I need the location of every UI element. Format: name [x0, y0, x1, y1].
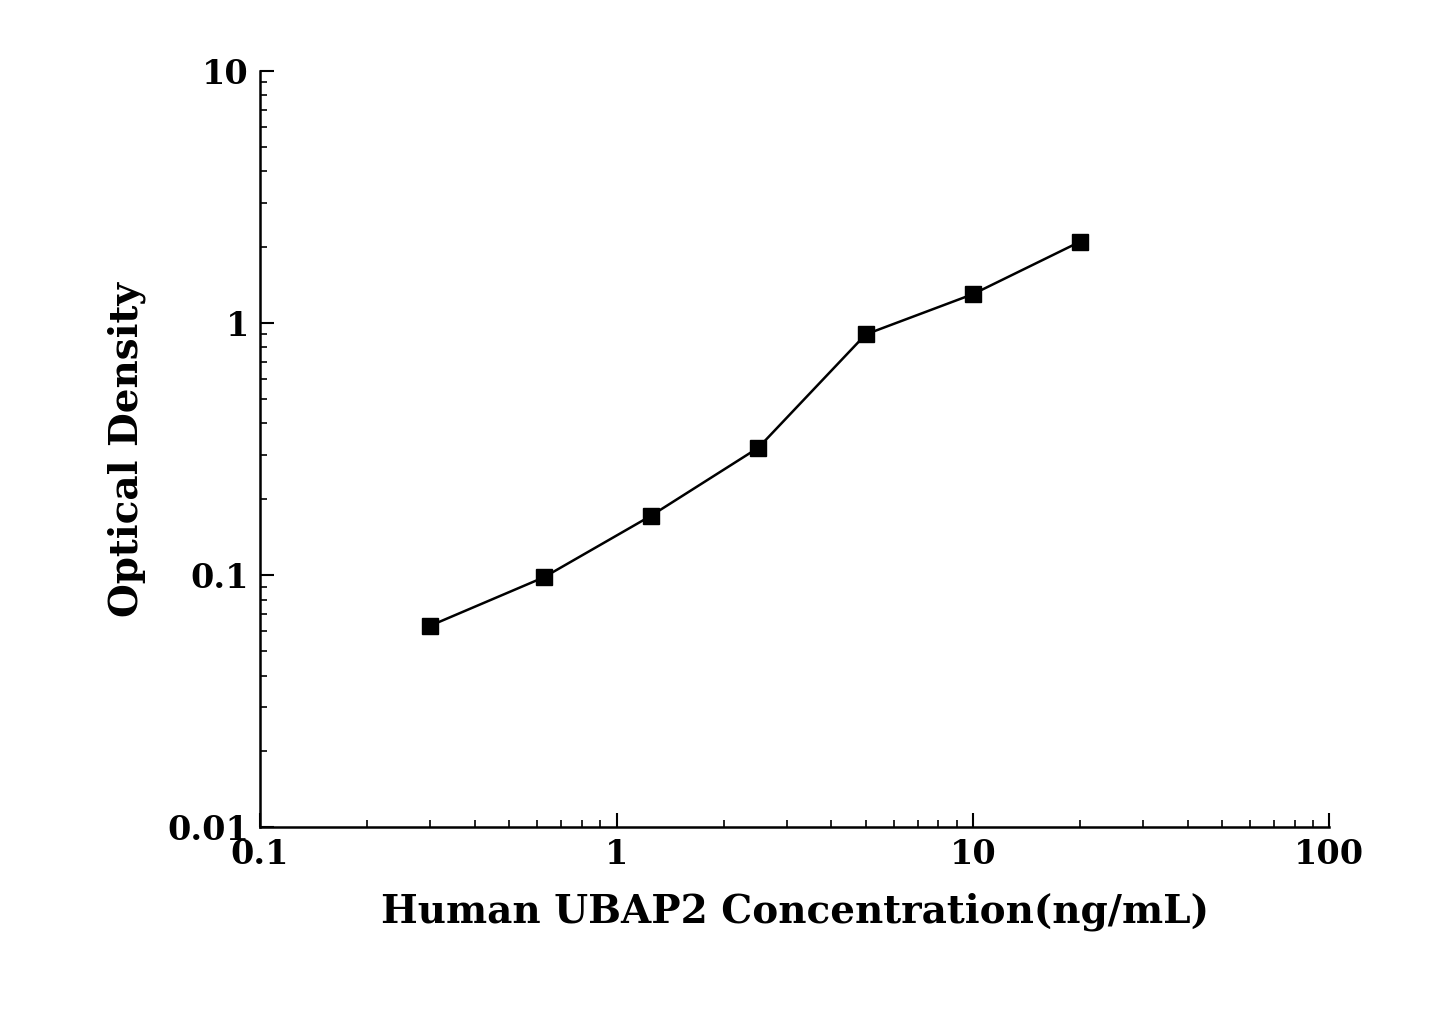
X-axis label: Human UBAP2 Concentration(ng/mL): Human UBAP2 Concentration(ng/mL): [380, 892, 1209, 931]
Y-axis label: Optical Density: Optical Density: [108, 282, 146, 616]
